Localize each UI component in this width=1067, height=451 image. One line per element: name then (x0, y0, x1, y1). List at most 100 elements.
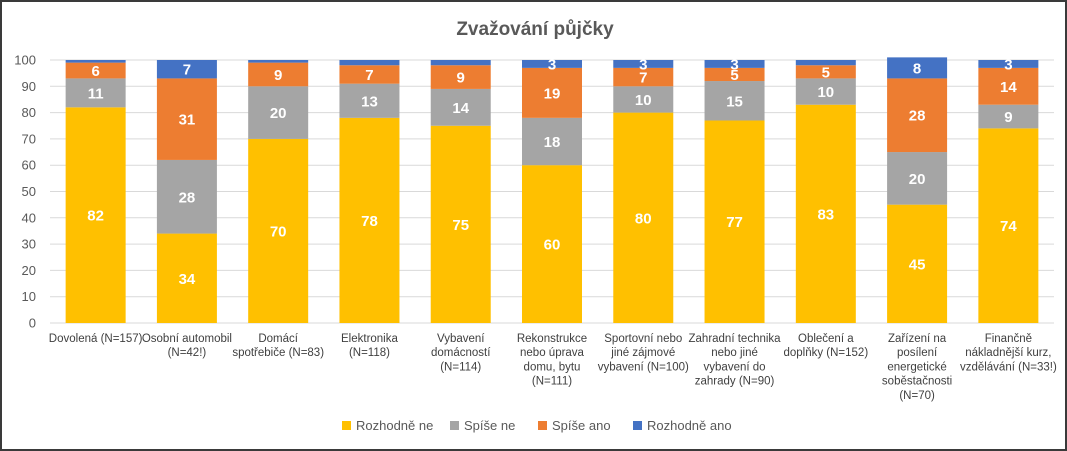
data-label: 45 (909, 256, 926, 273)
bar-segment (156, 60, 217, 79)
data-label: 5 (822, 64, 830, 81)
bar-segment (522, 117, 582, 166)
bar-segment (339, 65, 400, 84)
data-label: 78 (361, 213, 378, 230)
data-label: 70 (270, 223, 287, 240)
bar-segment (522, 67, 582, 118)
bar-segment (704, 67, 765, 82)
y-tick-label: 10 (22, 289, 36, 304)
data-labels: 8211634283177020978137751496018193801073… (87, 56, 1017, 287)
x-category-label: Osobní automobil (N=42!) (142, 333, 232, 359)
x-category-label: Oblečení a doplňky (N=152) (783, 333, 868, 359)
bar-segment (704, 81, 765, 121)
y-tick-label: 20 (22, 263, 36, 278)
x-category-label: Sportovní nebo jiné zájmové vybavení (N=10… (598, 333, 689, 373)
x-category-label: Vybavení domácností (N=114) (431, 333, 491, 373)
data-label: 31 (179, 112, 196, 129)
data-label: 7 (183, 62, 191, 79)
y-tick-label: 100 (14, 53, 36, 68)
data-label: 82 (87, 208, 104, 225)
bar-segment (887, 152, 948, 205)
y-tick-label: 30 (22, 237, 36, 252)
bar-segment (978, 67, 1039, 105)
bars (65, 57, 1039, 324)
data-label: 75 (452, 217, 469, 234)
data-label: 20 (909, 171, 926, 188)
bar-segment (248, 138, 309, 323)
chart-title: Zvažování půjčky (456, 19, 614, 40)
bar-segment (978, 104, 1039, 129)
data-label: 3 (1004, 56, 1012, 73)
data-label: 74 (1000, 218, 1017, 235)
data-label: 11 (88, 85, 104, 102)
data-label: 9 (274, 67, 282, 84)
data-label: 80 (635, 210, 652, 227)
bar-segment (430, 60, 491, 66)
bar-segment (887, 78, 948, 153)
legend-swatch (633, 421, 642, 430)
data-label: 15 (726, 93, 743, 110)
bar-segment (248, 60, 309, 63)
data-label: 3 (639, 56, 647, 73)
data-label: 10 (635, 92, 652, 109)
data-label: 14 (452, 100, 469, 117)
y-tick-label: 40 (22, 210, 36, 225)
bar-segment (613, 67, 674, 87)
bar-segment (430, 65, 491, 89)
bar-segment (795, 60, 856, 66)
data-label: 10 (817, 84, 834, 101)
data-label: 60 (544, 237, 561, 254)
bar-segment (887, 204, 948, 323)
x-category-label: Elektronika (N=118) (341, 333, 398, 359)
data-label: 18 (544, 134, 561, 151)
legend-swatch (342, 421, 351, 430)
bar-segment (248, 86, 309, 139)
bar-segment (339, 83, 400, 118)
legend: Rozhodně ne Spíše ne Spíše ano Rozhodně ano (342, 418, 732, 433)
data-label: 3 (548, 56, 556, 73)
bar-segment (613, 60, 674, 68)
bar-segment (795, 65, 856, 79)
legend-swatch (450, 421, 459, 430)
y-tick-label: 0 (29, 316, 36, 331)
bar-segment (430, 88, 491, 126)
data-label: 7 (365, 67, 373, 84)
bar-segment (795, 78, 856, 105)
data-label: 9 (457, 70, 465, 87)
data-label: 83 (817, 206, 834, 223)
data-label: 13 (361, 93, 378, 110)
x-category-label: Zahradní technika nebo jiné vybavení do zah… (689, 333, 782, 388)
bar-segment (704, 120, 765, 324)
y-tick-label: 90 (22, 79, 36, 94)
bar-segment (704, 60, 765, 68)
y-axis-ticks: 0 10 20 30 40 50 60 70 80 90 100 (14, 53, 36, 331)
legend-swatch (538, 421, 547, 430)
x-category-label: Finančně nákladnější kurz, vzdělávání (N=3… (960, 333, 1057, 373)
bar-segment (339, 60, 400, 66)
data-label: 6 (91, 63, 99, 80)
bar-segment (978, 128, 1039, 323)
data-label: 9 (1004, 109, 1012, 126)
x-category-label: Rekonstrukce nebo úprava domu, bytu (N=111) (517, 333, 587, 388)
bar-segment (613, 112, 674, 323)
x-axis-categories: Dovolená (N=157) Osobní automobil (N=42!)D… (49, 333, 1057, 402)
x-category-label: Zařízení na posílení energetické soběstačno… (882, 333, 952, 402)
data-label: 34 (179, 271, 196, 288)
legend-label: Rozhodně ano (647, 418, 732, 433)
bar-segment (156, 233, 217, 323)
data-label: 20 (270, 105, 287, 122)
data-label: 28 (179, 189, 196, 206)
y-tick-label: 50 (22, 184, 36, 199)
y-tick-label: 70 (22, 131, 36, 146)
legend-label: Spíše ne (464, 418, 515, 433)
y-tick-label: 80 (22, 105, 36, 120)
bar-segment (65, 60, 126, 63)
bar-segment (65, 107, 126, 323)
data-label: 19 (544, 85, 561, 102)
data-label: 3 (730, 56, 738, 73)
data-label: 14 (1000, 79, 1017, 96)
bar-segment (522, 60, 582, 68)
legend-label: Spíše ano (552, 418, 611, 433)
bar-segment (65, 78, 126, 108)
